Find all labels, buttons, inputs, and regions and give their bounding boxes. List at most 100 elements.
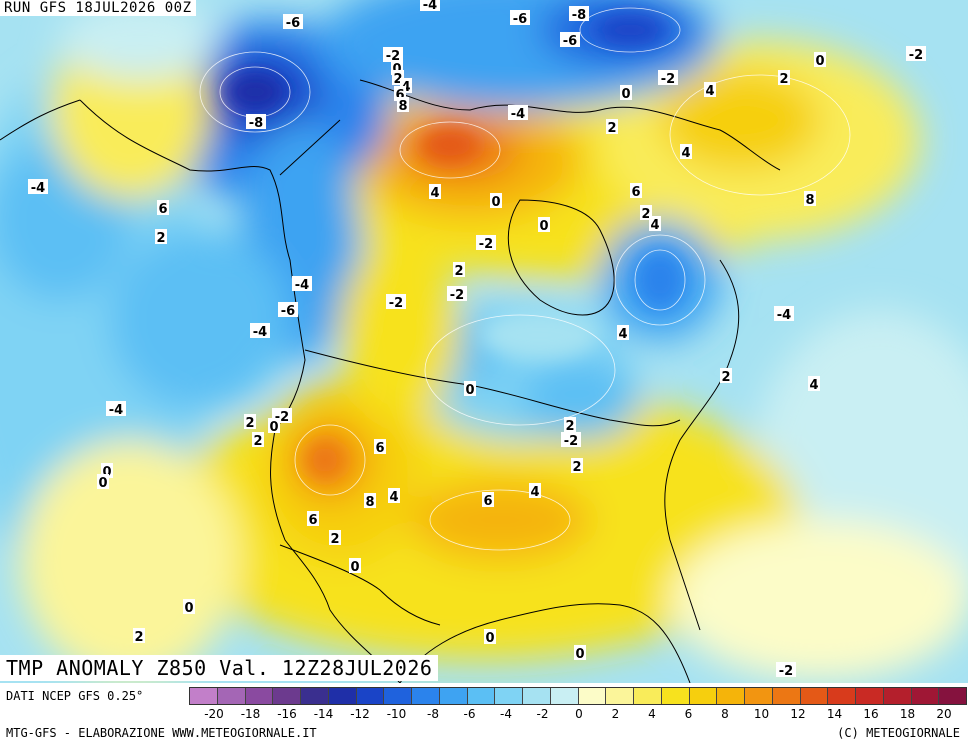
legend-swatch — [772, 688, 801, 704]
contour-label-bg — [307, 511, 319, 526]
contour-label-bg — [383, 47, 403, 62]
contour-label: 8 — [805, 193, 814, 208]
contour-label-bg — [484, 629, 496, 644]
copyright-text: (C) METEOGIORNALE — [837, 726, 960, 740]
contour-label-bg — [155, 229, 167, 244]
legend-swatch — [273, 688, 301, 704]
contour-label-bg — [564, 417, 576, 432]
contour-label: -4 — [253, 325, 267, 340]
contour-label: 0 — [621, 87, 630, 102]
contour-label-bg — [292, 276, 312, 291]
contour-label: 0 — [392, 62, 401, 77]
data-source: DATI NCEP GFS 0.25° — [6, 689, 144, 703]
contour-label-bg — [476, 235, 496, 250]
contour-label-bg — [571, 458, 583, 473]
legend-swatch — [717, 688, 745, 704]
contour-label: 2 — [330, 532, 339, 547]
legend-tick-label: 16 — [863, 707, 879, 721]
contour-label-bg — [658, 70, 678, 85]
contour-label: 8 — [398, 99, 407, 114]
contour-label: -6 — [286, 16, 300, 31]
contour-label-bg — [397, 97, 409, 112]
legend-swatch — [661, 688, 690, 704]
contour-label-bg — [388, 488, 400, 503]
legend-swatch — [328, 688, 357, 704]
map-canvas: -6-8-6-4-8-202468-4-20-4-62042-4-2462486… — [0, 0, 968, 683]
contour-label: -2 — [564, 434, 578, 449]
contour-label-bg — [482, 492, 494, 507]
legend-swatch — [578, 688, 607, 704]
legend-swatch — [356, 688, 385, 704]
contour-label: 2 — [565, 419, 574, 434]
contour-label: 2 — [721, 370, 730, 385]
contour-label: 6 — [308, 513, 317, 528]
contour-label-bg — [386, 294, 406, 309]
contour-label: 4 — [430, 186, 439, 201]
contour-label-bg — [569, 6, 589, 21]
legend-tick-label: -2 — [536, 707, 549, 721]
contour-label-bg — [620, 85, 632, 100]
contour-label: -2 — [389, 296, 403, 311]
contour-label-bg — [244, 414, 256, 429]
legend-ticks: -20 -18 -16 -14 -12 -10 -8 -6 -4 -2 0 2 4 6 8 10 12 14 16 1… — [189, 707, 967, 723]
contour-label: 6 — [631, 185, 640, 200]
contour-label: -2 — [479, 237, 493, 252]
contour-labels: -6-8-6-4-8-202468-4-20-4-62042-4-2462486… — [28, 0, 926, 679]
legend-swatch — [828, 688, 856, 704]
contour-label: 2 — [572, 460, 581, 475]
legend-swatch — [800, 688, 829, 704]
contour-label-bg — [420, 0, 440, 11]
legend-swatch — [939, 688, 966, 704]
contour-label: 2 — [156, 231, 165, 246]
contour-label-bg — [157, 200, 169, 215]
legend-tick-label: -6 — [463, 707, 476, 721]
contour-label-bg — [617, 325, 629, 340]
coastlines — [0, 79, 781, 683]
legend-tick-label: 0 — [575, 707, 583, 721]
contour-label: 0 — [102, 465, 111, 480]
legend-tick-label: 20 — [936, 707, 952, 721]
legend-swatch — [606, 688, 634, 704]
contour-label: -4 — [31, 181, 45, 196]
contour-label-bg — [246, 114, 266, 129]
contour-label-bg — [447, 286, 467, 301]
contour-label: 0 — [350, 560, 359, 575]
legend-swatch — [301, 688, 329, 704]
legend-swatch — [412, 688, 440, 704]
contour-label: 0 — [485, 631, 494, 646]
contour-label: 4 — [650, 218, 659, 233]
contour-label: -6 — [513, 12, 527, 27]
contour-label: 2 — [607, 121, 616, 136]
contour-label: -4 — [109, 403, 123, 418]
contour-label: 0 — [539, 219, 548, 234]
legend-tick-label: -10 — [386, 707, 407, 721]
contour-label: 4 — [809, 378, 818, 393]
contour-label: -6 — [563, 34, 577, 49]
contour-label-bg — [510, 10, 530, 25]
legend-tick-label: -16 — [277, 707, 297, 721]
contour-label-bg — [606, 119, 618, 134]
borders — [279, 119, 681, 626]
contour-label-bg — [364, 493, 376, 508]
legend-swatch — [384, 688, 412, 704]
footer: DATI NCEP GFS 0.25° -20 -18 -16 -14 -12 -10 -8… — [0, 683, 968, 745]
contour-label-bg — [106, 401, 126, 416]
legend-tick-label: -4 — [500, 707, 512, 721]
contour-label-bg — [561, 432, 581, 447]
contour-label-bg — [28, 179, 48, 194]
contour-label-bg — [630, 183, 642, 198]
contour-label-bg — [814, 52, 826, 67]
contour-label: -8 — [249, 116, 263, 131]
legend-swatch — [550, 688, 579, 704]
contour-label-bg — [252, 432, 264, 447]
contour-label: -4 — [423, 0, 437, 13]
contour-label: -8 — [572, 8, 586, 23]
contour-label-bg — [278, 302, 298, 317]
contour-label-bg — [133, 628, 145, 643]
contour-label: 0 — [491, 195, 500, 210]
legend-tick-label: -14 — [313, 707, 334, 721]
contour-label: 2 — [779, 72, 788, 87]
legend-tick-label: -12 — [350, 707, 370, 721]
contour-label-bg — [250, 323, 270, 338]
legend-tick-label: 6 — [684, 707, 693, 721]
